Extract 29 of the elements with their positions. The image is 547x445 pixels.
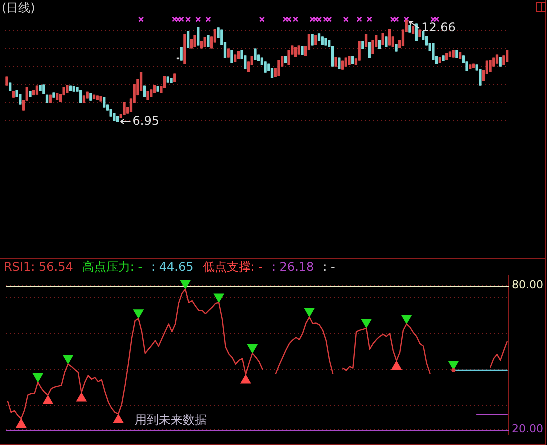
point <box>304 308 315 317</box>
text: : 26.18 <box>272 260 314 274</box>
text: RSI1: 56.54 <box>4 260 74 274</box>
point <box>448 361 459 370</box>
point <box>180 280 191 290</box>
point <box>452 368 456 373</box>
point <box>16 419 26 428</box>
point <box>114 414 124 424</box>
point <box>362 319 372 328</box>
y-tick-label: 80.00 <box>512 278 544 292</box>
chart-title: (日线) <box>2 1 36 15</box>
annotation: 12.66 <box>422 20 456 35</box>
text: 低点支撑: - <box>202 260 263 274</box>
text: : 44.65 <box>152 260 194 274</box>
y-tick-label: 20.00 <box>512 422 544 436</box>
point <box>134 310 144 318</box>
point <box>214 294 224 303</box>
point <box>392 361 402 370</box>
annotation: 用到未来数据 <box>135 413 207 427</box>
annotation: 6.95 <box>132 114 160 128</box>
text: 高点压力: - <box>82 260 143 274</box>
point <box>33 373 44 382</box>
legend-label: : - <box>323 260 336 274</box>
point <box>76 392 87 402</box>
point <box>63 355 74 364</box>
point <box>402 315 412 324</box>
point <box>43 396 54 404</box>
point <box>240 374 251 384</box>
point <box>248 344 258 354</box>
